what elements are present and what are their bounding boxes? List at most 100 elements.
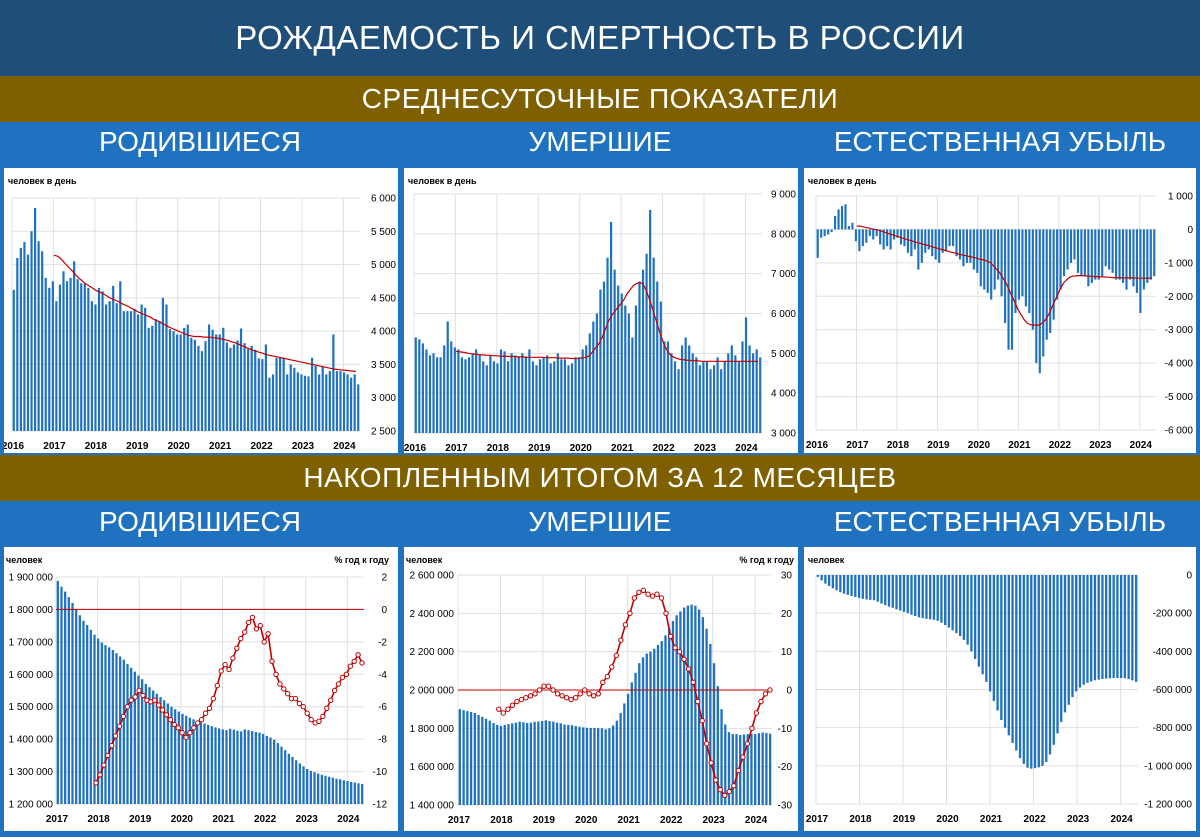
y-tick-label: 6 000 xyxy=(371,194,396,205)
line-marker xyxy=(523,695,529,701)
line-marker xyxy=(339,674,346,681)
bar xyxy=(458,709,462,805)
bar xyxy=(94,304,97,431)
bar xyxy=(1015,575,1018,751)
bar xyxy=(656,644,660,805)
bar xyxy=(962,575,966,640)
bar xyxy=(254,732,257,804)
bar xyxy=(152,690,155,804)
bar xyxy=(199,722,202,804)
unit-label: человек в день xyxy=(808,176,877,186)
bar xyxy=(1075,575,1078,692)
bar xyxy=(240,731,243,804)
y-tick-label: 1 600 000 xyxy=(9,670,54,681)
bar xyxy=(129,311,133,431)
y-tick-label: 4 000 xyxy=(771,389,796,400)
bar xyxy=(243,343,246,431)
bar xyxy=(499,349,503,433)
bar xyxy=(503,724,506,805)
bar xyxy=(151,325,154,431)
bar xyxy=(835,575,838,591)
bar xyxy=(652,257,655,433)
bar xyxy=(823,229,826,237)
bar xyxy=(1048,575,1052,755)
bar xyxy=(757,733,761,806)
chart-births-12m: 1 200 000 1 300 000 1 400 000 1 500 000 1 60… xyxy=(6,555,389,825)
bar xyxy=(563,724,566,805)
line-marker xyxy=(343,671,350,678)
bar xyxy=(899,575,902,611)
bar xyxy=(906,229,910,253)
bar xyxy=(620,293,623,433)
bar xyxy=(289,364,292,431)
line-marker xyxy=(631,595,638,601)
bar xyxy=(507,724,510,805)
x-tick-label: 2021 xyxy=(212,814,235,825)
bar xyxy=(741,341,744,433)
bar xyxy=(215,334,218,431)
line-marker xyxy=(758,698,764,705)
line-marker xyxy=(167,717,174,723)
bar xyxy=(537,721,540,805)
bar xyxy=(503,351,506,433)
line-marker xyxy=(658,595,665,601)
line-marker xyxy=(509,702,516,709)
line-marker xyxy=(731,783,737,789)
bar xyxy=(12,289,15,431)
y2-tick-label: -30 xyxy=(778,801,793,812)
line-marker xyxy=(514,698,520,705)
bar xyxy=(353,782,356,804)
bar xyxy=(765,732,768,805)
chart-decline-12m: -1 200 000 -1 000 000 -800 000 -600 000 -400… xyxy=(806,555,1193,825)
bar xyxy=(1052,229,1055,320)
bar xyxy=(186,324,189,431)
y-tick-label: 2 600 000 xyxy=(410,571,455,582)
bar xyxy=(834,216,837,230)
bar xyxy=(1097,575,1100,680)
y-tick-label: 1 400 000 xyxy=(9,735,54,746)
bar xyxy=(861,575,864,599)
bar xyxy=(1111,229,1114,273)
bar xyxy=(265,735,268,804)
line-marker xyxy=(550,687,556,693)
x-tick-label: 2022 xyxy=(1049,440,1072,451)
chart-births-daily: 2 500 3 000 3 500 4 000 4 500 5 000 5 500 6 000… xyxy=(4,176,396,452)
bar xyxy=(193,339,196,431)
bar xyxy=(1042,229,1045,357)
bar xyxy=(638,281,641,433)
bar xyxy=(147,327,150,431)
bar xyxy=(902,575,906,612)
bar xyxy=(869,575,872,600)
bar xyxy=(752,353,755,433)
bar xyxy=(574,357,577,433)
bar xyxy=(673,361,677,433)
bar xyxy=(595,313,598,433)
bar xyxy=(820,575,823,581)
bar xyxy=(675,615,678,805)
bar xyxy=(273,739,276,804)
line-marker xyxy=(667,633,674,640)
bar xyxy=(1010,229,1014,350)
bar xyxy=(979,229,982,287)
bar xyxy=(73,261,76,431)
bar xyxy=(280,746,283,804)
bar xyxy=(1066,229,1069,270)
bar xyxy=(284,750,287,804)
line-marker xyxy=(505,706,511,712)
line-marker xyxy=(604,673,611,680)
page-title: РОЖДАЕМОСТЬ И СМЕРТНОСТЬ В РОССИИ xyxy=(0,0,1200,76)
bar xyxy=(748,345,751,433)
bar xyxy=(555,722,559,805)
bar xyxy=(663,341,666,433)
secondary-unit-label: % год к году xyxy=(739,555,794,565)
bar xyxy=(432,353,435,433)
bar xyxy=(105,304,108,431)
col-title-deaths-12m: УМЕРШИЕ xyxy=(528,506,672,537)
bar xyxy=(1000,229,1003,297)
line-marker xyxy=(735,767,742,774)
bar xyxy=(16,257,19,431)
bar xyxy=(353,374,356,431)
bar xyxy=(567,724,570,805)
x-tick-label: 2016 xyxy=(404,443,427,453)
bar xyxy=(924,229,927,253)
